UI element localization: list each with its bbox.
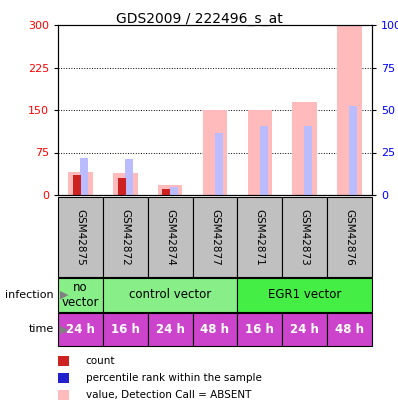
Bar: [170, 186, 178, 195]
Bar: [103, 197, 148, 277]
Bar: [58, 197, 103, 277]
Text: ▶: ▶: [60, 290, 68, 300]
Text: 24 h: 24 h: [156, 323, 185, 336]
Bar: [58, 313, 103, 346]
Bar: [113, 173, 138, 195]
Text: 24 h: 24 h: [290, 323, 319, 336]
Bar: [68, 173, 93, 195]
Text: GDS2009 / 222496_s_at: GDS2009 / 222496_s_at: [116, 12, 282, 26]
Bar: [238, 278, 372, 312]
Bar: [282, 197, 327, 277]
Bar: [125, 159, 133, 195]
Bar: [103, 278, 238, 312]
Text: infection: infection: [6, 290, 54, 300]
Bar: [304, 126, 312, 195]
Bar: [162, 189, 170, 195]
Bar: [148, 313, 193, 346]
Text: GSM42875: GSM42875: [76, 209, 86, 265]
Bar: [58, 278, 103, 312]
Bar: [117, 178, 126, 195]
Bar: [158, 185, 182, 195]
Text: percentile rank within the sample: percentile rank within the sample: [86, 373, 262, 383]
Text: 48 h: 48 h: [201, 323, 230, 336]
Text: 16 h: 16 h: [111, 323, 140, 336]
Bar: [238, 313, 282, 346]
Bar: [215, 133, 223, 195]
Bar: [203, 110, 227, 195]
Text: value, Detection Call = ABSENT: value, Detection Call = ABSENT: [86, 390, 251, 400]
Bar: [327, 197, 372, 277]
Bar: [349, 106, 357, 195]
Text: EGR1 vector: EGR1 vector: [268, 288, 341, 301]
Bar: [327, 313, 372, 346]
Text: no
vector: no vector: [62, 281, 99, 309]
Text: GSM42877: GSM42877: [210, 209, 220, 265]
Bar: [193, 197, 238, 277]
Bar: [282, 313, 327, 346]
Text: 16 h: 16 h: [246, 323, 274, 336]
Bar: [248, 110, 272, 195]
Bar: [148, 197, 193, 277]
Bar: [238, 197, 282, 277]
Bar: [293, 102, 317, 195]
Text: ▶: ▶: [60, 324, 68, 335]
Bar: [103, 313, 148, 346]
Bar: [80, 158, 88, 195]
Text: GSM42876: GSM42876: [345, 209, 355, 265]
Bar: [73, 175, 81, 195]
Bar: [193, 313, 238, 346]
Text: count: count: [86, 356, 115, 366]
Text: 24 h: 24 h: [66, 323, 95, 336]
Text: time: time: [29, 324, 54, 335]
Text: 48 h: 48 h: [335, 323, 364, 336]
Bar: [337, 25, 362, 195]
Text: GSM42871: GSM42871: [255, 209, 265, 265]
Bar: [259, 126, 267, 195]
Text: GSM42874: GSM42874: [165, 209, 175, 265]
Text: control vector: control vector: [129, 288, 211, 301]
Text: GSM42873: GSM42873: [300, 209, 310, 265]
Text: GSM42872: GSM42872: [120, 209, 130, 265]
